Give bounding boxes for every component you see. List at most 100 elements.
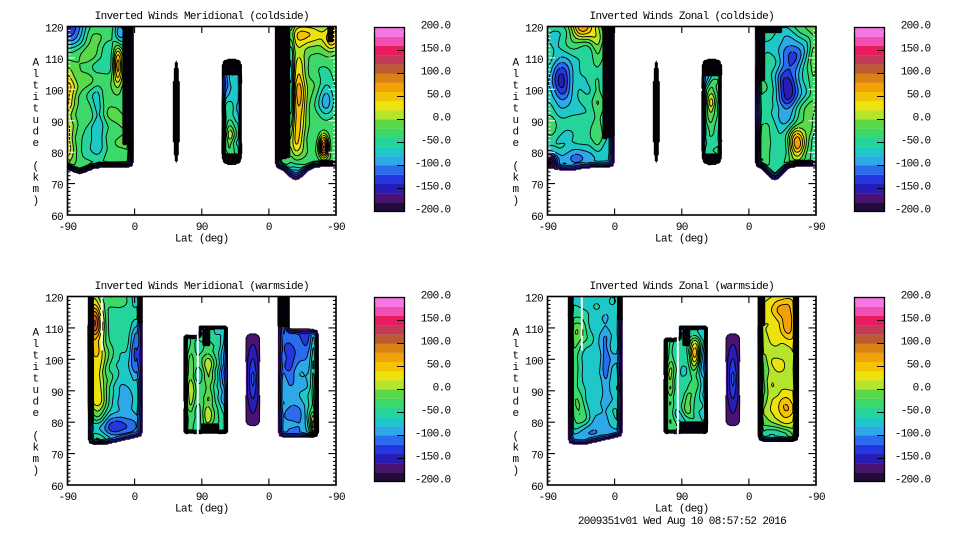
svg-text:70: 70 [51, 451, 63, 463]
svg-text:-100.0: -100.0 [895, 158, 931, 170]
svg-text:k: k [513, 173, 520, 185]
svg-text:100.0: 100.0 [901, 336, 931, 348]
svg-text:80: 80 [531, 419, 543, 431]
svg-text:u: u [513, 385, 519, 397]
svg-text:): ) [33, 196, 39, 208]
svg-text:k: k [33, 443, 40, 455]
svg-text:(: ( [513, 161, 519, 173]
svg-text:d: d [33, 127, 39, 139]
svg-text:e: e [33, 408, 39, 420]
svg-text:70: 70 [531, 181, 543, 193]
svg-text:70: 70 [531, 451, 543, 463]
svg-text:-90: -90 [327, 492, 345, 504]
svg-text:u: u [33, 115, 39, 127]
svg-text:150.0: 150.0 [901, 43, 931, 55]
svg-text:80: 80 [51, 419, 63, 431]
svg-text:100: 100 [45, 356, 63, 368]
svg-text:90: 90 [196, 492, 208, 504]
svg-text:Lat (deg): Lat (deg) [175, 504, 229, 516]
svg-text:k: k [33, 173, 40, 185]
svg-text:i: i [513, 92, 520, 104]
svg-text:0.0: 0.0 [913, 382, 931, 394]
svg-text:k: k [513, 443, 520, 455]
svg-text:0: 0 [746, 492, 752, 504]
svg-text:2009351v01 Wed Aug 10 08:57:52: 2009351v01 Wed Aug 10 08:57:52 2016 [578, 516, 786, 528]
svg-text:150.0: 150.0 [421, 43, 451, 55]
svg-text:Inverted Winds Meridional (war: Inverted Winds Meridional (warmside) [95, 281, 309, 293]
svg-text:d: d [513, 397, 519, 409]
svg-text:150.0: 150.0 [901, 313, 931, 325]
svg-text:Inverted Winds Zonal (coldside: Inverted Winds Zonal (coldside) [590, 11, 774, 23]
svg-text:-90: -90 [327, 222, 345, 234]
svg-text:t: t [33, 81, 39, 93]
svg-text:Inverted Winds Zonal (warmside: Inverted Winds Zonal (warmside) [590, 281, 774, 293]
svg-text:-90: -90 [807, 222, 825, 234]
svg-text:-200.0: -200.0 [895, 204, 931, 216]
svg-text:0: 0 [132, 492, 138, 504]
svg-text:200.0: 200.0 [421, 20, 451, 32]
svg-text:60: 60 [531, 482, 543, 494]
svg-text:0: 0 [132, 222, 138, 234]
svg-text:e: e [33, 138, 39, 150]
svg-text:): ) [513, 466, 519, 478]
svg-text:u: u [513, 115, 519, 127]
svg-text:0: 0 [746, 222, 752, 234]
svg-text:200.0: 200.0 [901, 20, 931, 32]
svg-text:t: t [513, 104, 519, 116]
svg-text:-200.0: -200.0 [415, 474, 451, 486]
svg-text:t: t [513, 351, 519, 363]
svg-text:-90: -90 [59, 222, 77, 234]
svg-text:-90: -90 [539, 492, 557, 504]
svg-text:0: 0 [266, 492, 272, 504]
svg-text:0.0: 0.0 [433, 382, 451, 394]
svg-text:A: A [513, 328, 520, 340]
svg-text:m: m [513, 454, 520, 466]
svg-text:t: t [513, 81, 519, 93]
svg-text:-200.0: -200.0 [895, 474, 931, 486]
svg-text:110: 110 [45, 325, 63, 337]
svg-text:-100.0: -100.0 [895, 428, 931, 440]
svg-text:200.0: 200.0 [421, 290, 451, 302]
svg-text:t: t [33, 351, 39, 363]
svg-text:-150.0: -150.0 [895, 181, 931, 193]
svg-text:100.0: 100.0 [901, 66, 931, 78]
svg-text:100: 100 [525, 86, 543, 98]
svg-text:0.0: 0.0 [913, 112, 931, 124]
svg-text:0: 0 [612, 492, 618, 504]
svg-text:50.0: 50.0 [907, 89, 931, 101]
svg-text:80: 80 [51, 149, 63, 161]
svg-text:-100.0: -100.0 [415, 158, 451, 170]
svg-text:-90: -90 [539, 222, 557, 234]
svg-text:50.0: 50.0 [907, 359, 931, 371]
svg-text:0: 0 [266, 222, 272, 234]
svg-text:60: 60 [51, 212, 63, 224]
svg-text:e: e [513, 408, 519, 420]
svg-text:90: 90 [676, 492, 688, 504]
svg-text:60: 60 [531, 212, 543, 224]
svg-text:A: A [33, 328, 40, 340]
svg-text:m: m [33, 454, 40, 466]
svg-text:100: 100 [45, 86, 63, 98]
svg-text:t: t [33, 104, 39, 116]
svg-text:-50.0: -50.0 [901, 405, 931, 417]
svg-text:90: 90 [531, 118, 543, 130]
svg-text:110: 110 [525, 55, 543, 67]
svg-text:(: ( [33, 161, 39, 173]
svg-text:50.0: 50.0 [427, 89, 451, 101]
svg-text:(: ( [513, 431, 519, 443]
svg-text:90: 90 [676, 222, 688, 234]
svg-text:-90: -90 [807, 492, 825, 504]
svg-text:Lat (deg): Lat (deg) [655, 234, 709, 246]
svg-text:i: i [513, 362, 520, 374]
svg-text:110: 110 [45, 55, 63, 67]
svg-text:d: d [33, 397, 39, 409]
svg-text:t: t [33, 374, 39, 386]
svg-text:90: 90 [531, 388, 543, 400]
svg-text:90: 90 [196, 222, 208, 234]
svg-text:d: d [513, 127, 519, 139]
svg-text:120: 120 [525, 294, 543, 306]
svg-text:l: l [33, 69, 39, 81]
svg-text:t: t [513, 374, 519, 386]
svg-text:120: 120 [45, 24, 63, 36]
svg-text:120: 120 [525, 24, 543, 36]
